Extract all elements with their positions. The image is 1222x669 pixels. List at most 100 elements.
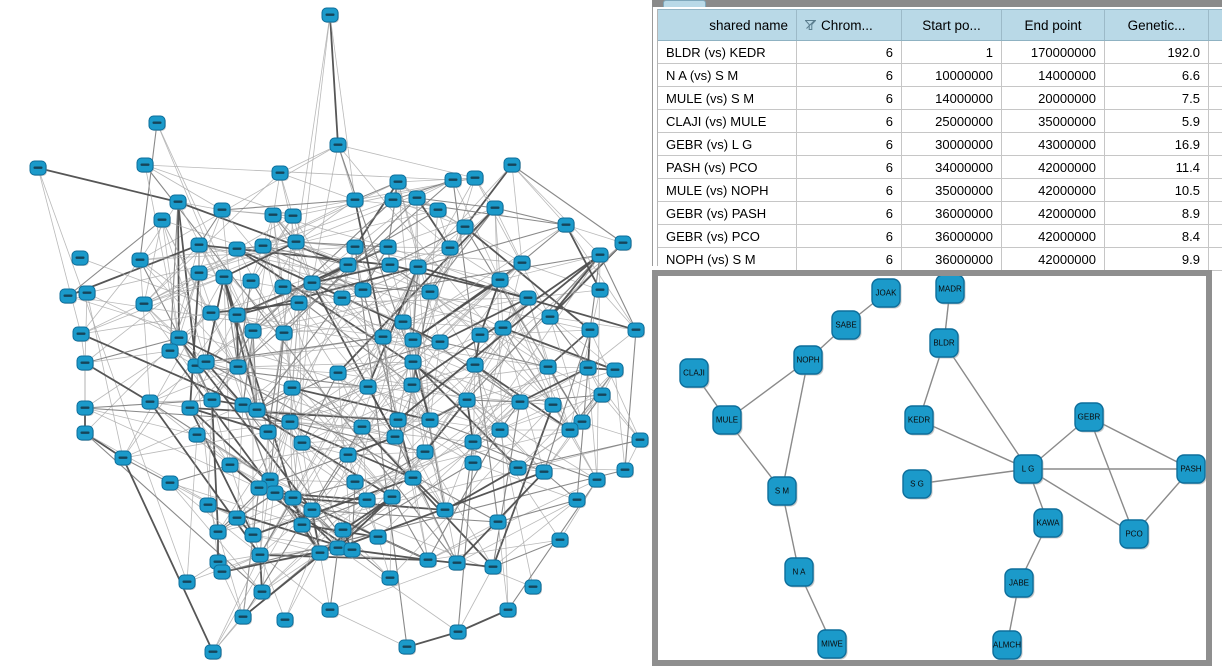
column-header-1[interactable]: Chrom...: [797, 10, 902, 40]
network-node[interactable]: [346, 192, 364, 208]
table-cell[interactable]: GEBR (vs) PCO: [658, 225, 797, 247]
network-node[interactable]: [161, 475, 179, 491]
network-node[interactable]: [293, 517, 311, 533]
table-cell[interactable]: 43000000: [1002, 133, 1105, 155]
network-node[interactable]: [339, 447, 357, 463]
table-cell[interactable]: 6: [797, 156, 902, 178]
network-node[interactable]: [259, 424, 277, 440]
network-node[interactable]: [486, 200, 504, 216]
network-node[interactable]: [606, 362, 624, 378]
node-shape[interactable]: [902, 469, 932, 499]
network-node[interactable]: [333, 290, 351, 306]
network-node[interactable]: [188, 427, 206, 443]
network-node[interactable]: [169, 194, 187, 210]
network-node[interactable]: [631, 432, 649, 448]
network-node[interactable]: [284, 208, 302, 224]
network-node[interactable]: [369, 529, 387, 545]
node-mule[interactable]: MULE: [712, 405, 743, 436]
network-node[interactable]: [284, 490, 302, 506]
node-shape[interactable]: [1176, 454, 1206, 484]
table-cell[interactable]: 192.0: [1105, 41, 1209, 63]
network-node[interactable]: [416, 444, 434, 460]
network-node[interactable]: [161, 343, 179, 359]
network-node[interactable]: [199, 497, 217, 513]
subnetwork-edge[interactable]: [943, 342, 1029, 470]
network-node[interactable]: [404, 332, 422, 348]
node-madr[interactable]: MADR: [935, 276, 966, 305]
node-shape[interactable]: [793, 345, 823, 375]
subnetwork-edge[interactable]: [1088, 416, 1135, 535]
subnetwork-edge[interactable]: [916, 468, 1029, 485]
table-cell[interactable]: PASH (vs) PCO: [658, 156, 797, 178]
network-node[interactable]: [408, 190, 426, 206]
network-node[interactable]: [491, 272, 509, 288]
subnetwork-canvas[interactable]: JOAK MADR SABE BLDR NOPH CLAJI GEBR MULE KEDR L G…: [658, 276, 1206, 660]
network-node[interactable]: [403, 377, 421, 393]
network-node[interactable]: [359, 379, 377, 395]
network-node[interactable]: [389, 412, 407, 428]
node-bldr[interactable]: BLDR: [929, 328, 960, 359]
subnetwork-edge[interactable]: [781, 359, 809, 492]
network-node[interactable]: [456, 219, 474, 235]
node-shape[interactable]: [992, 630, 1022, 660]
table-row[interactable]: CLAJI (vs) MULE 6 25000000 35000000 5.9: [658, 110, 1222, 133]
node-sabe[interactable]: SABE: [831, 310, 862, 341]
network-node[interactable]: [76, 400, 94, 416]
node-shape[interactable]: [767, 476, 797, 506]
network-node[interactable]: [203, 392, 221, 408]
network-node[interactable]: [213, 202, 231, 218]
network-node[interactable]: [513, 255, 531, 271]
table-cell[interactable]: 35000000: [1002, 110, 1105, 132]
network-node[interactable]: [627, 322, 645, 338]
network-node[interactable]: [535, 464, 553, 480]
network-node[interactable]: [334, 522, 352, 538]
network-node[interactable]: [448, 555, 466, 571]
network-node[interactable]: [464, 455, 482, 471]
node-n-a[interactable]: N A: [784, 557, 815, 588]
table-cell[interactable]: NOPH (vs) S M: [658, 248, 797, 270]
network-node[interactable]: [234, 397, 252, 413]
network-node[interactable]: [593, 387, 611, 403]
network-node[interactable]: [244, 323, 262, 339]
network-node[interactable]: [491, 422, 509, 438]
table-cell[interactable]: 14000000: [1002, 64, 1105, 86]
network-node[interactable]: [579, 360, 597, 376]
table-cell[interactable]: N A (vs) S M: [658, 64, 797, 86]
table-row[interactable]: GEBR (vs) PASH 6 36000000 42000000 8.9: [658, 202, 1222, 225]
network-node[interactable]: [561, 422, 579, 438]
network-node[interactable]: [329, 365, 347, 381]
network-node[interactable]: [383, 489, 401, 505]
table-row[interactable]: BLDR (vs) KEDR 6 1 170000000 192.0: [658, 41, 1222, 64]
network-node[interactable]: [458, 392, 476, 408]
table-cell[interactable]: 1: [902, 41, 1002, 63]
table-cell[interactable]: 36000000: [902, 202, 1002, 224]
network-node[interactable]: [339, 257, 357, 273]
network-node[interactable]: [311, 545, 329, 561]
network-node[interactable]: [544, 397, 562, 413]
node-shape[interactable]: [871, 278, 901, 308]
network-node[interactable]: [353, 419, 371, 435]
filter-funnel-icon[interactable]: [805, 20, 816, 30]
node-shape[interactable]: [929, 328, 959, 358]
network-node[interactable]: [190, 237, 208, 253]
table-row[interactable]: MULE (vs) NOPH 6 35000000 42000000 10.5: [658, 179, 1222, 202]
network-node[interactable]: [329, 137, 347, 153]
table-row[interactable]: N A (vs) S M 6 10000000 14000000 6.6: [658, 64, 1222, 87]
subnetwork-edge[interactable]: [1027, 468, 1135, 535]
network-node[interactable]: [228, 510, 246, 526]
node-claji[interactable]: CLAJI: [679, 358, 710, 389]
network-node[interactable]: [441, 240, 459, 256]
network-node[interactable]: [283, 380, 301, 396]
main-network-canvas[interactable]: [0, 0, 652, 669]
node-almch[interactable]: ALMCH: [992, 630, 1023, 660]
column-header-3[interactable]: End point: [1002, 10, 1105, 40]
table-cell[interactable]: 6: [797, 110, 902, 132]
node-pco[interactable]: PCO: [1119, 519, 1150, 550]
network-node[interactable]: [254, 238, 272, 254]
table-row[interactable]: PASH (vs) PCO 6 34000000 42000000 11.4: [658, 156, 1222, 179]
network-node[interactable]: [234, 609, 252, 625]
network-node[interactable]: [568, 492, 586, 508]
table-cell[interactable]: GEBR (vs) PASH: [658, 202, 797, 224]
network-node[interactable]: [76, 355, 94, 371]
network-node[interactable]: [276, 612, 294, 628]
